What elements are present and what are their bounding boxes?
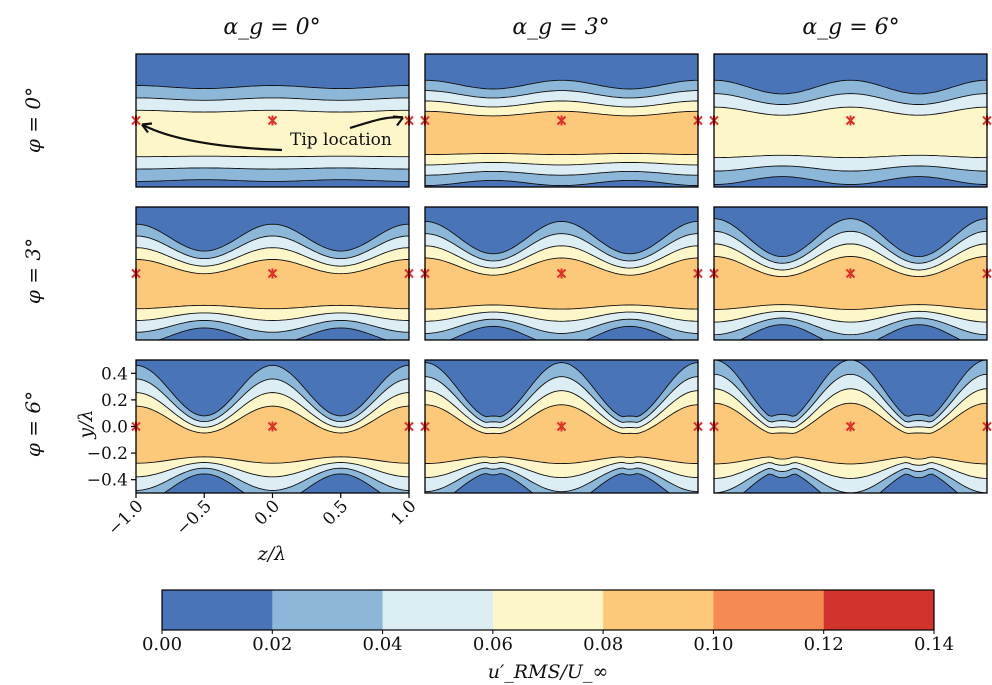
x-tick-label: 0.5 (319, 496, 352, 529)
contour-panel (425, 360, 698, 506)
x-tick-label: 1.0 (387, 496, 420, 529)
colorbar: 0.00 0.02 0.04 0.06 0.08 0.10 0.12 0.14 (142, 590, 954, 655)
colorbar-segment (162, 590, 273, 630)
x-tick-label: −1.0 (104, 496, 147, 539)
column-title-2: α_g = 6° (802, 15, 899, 40)
colorbar-tick-label: 0.14 (914, 634, 954, 655)
x-tick-label: −0.5 (172, 496, 215, 539)
colorbar-segment (493, 590, 604, 630)
x-axis: −1.0 −0.5 0.0 0.5 1.0 (104, 493, 420, 540)
y-tick-label: 0.4 (101, 364, 128, 384)
contour-panel (714, 360, 987, 508)
colorbar-segment (603, 590, 714, 630)
contour-panel (136, 360, 409, 504)
colorbar-tick-label: 0.10 (693, 634, 733, 655)
colorbar-tick-label: 0.08 (583, 634, 623, 655)
colorbar-tick-label: 0.02 (252, 634, 292, 655)
panel-grid: Tip location (132, 54, 991, 507)
row-title-1: φ = 3° (21, 238, 45, 304)
colorbar-segment (713, 590, 824, 630)
contour-band-level-3 (714, 107, 987, 158)
colorbar-segment (824, 590, 935, 630)
colorbar-segment (383, 590, 494, 630)
colorbar-tick-label: 0.04 (363, 634, 403, 655)
column-title-1: α_g = 3° (512, 15, 609, 40)
colorbar-tick-label: 0.12 (804, 634, 844, 655)
row-title-2: φ = 6° (21, 391, 45, 457)
colorbar-label: u′_RMS/U_∞ (488, 661, 609, 683)
colorbar-tick-label: 0.06 (473, 634, 513, 655)
colorbar-tick-label: 0.00 (142, 634, 182, 655)
x-axis-label: z/λ (257, 543, 286, 565)
column-title-0: α_g = 0° (223, 15, 320, 40)
row-title-0: φ = 0° (21, 87, 45, 153)
x-tick-label: 0.0 (251, 496, 284, 529)
y-tick-label: −0.2 (87, 444, 128, 464)
y-axis-label: y/λ (75, 409, 97, 439)
colorbar-segment (272, 590, 383, 630)
y-tick-label: 0.0 (101, 418, 128, 438)
annotation-tip-location: Tip location (290, 130, 392, 150)
y-tick-label: −0.4 (87, 471, 128, 491)
y-tick-label: 0.2 (101, 391, 128, 411)
